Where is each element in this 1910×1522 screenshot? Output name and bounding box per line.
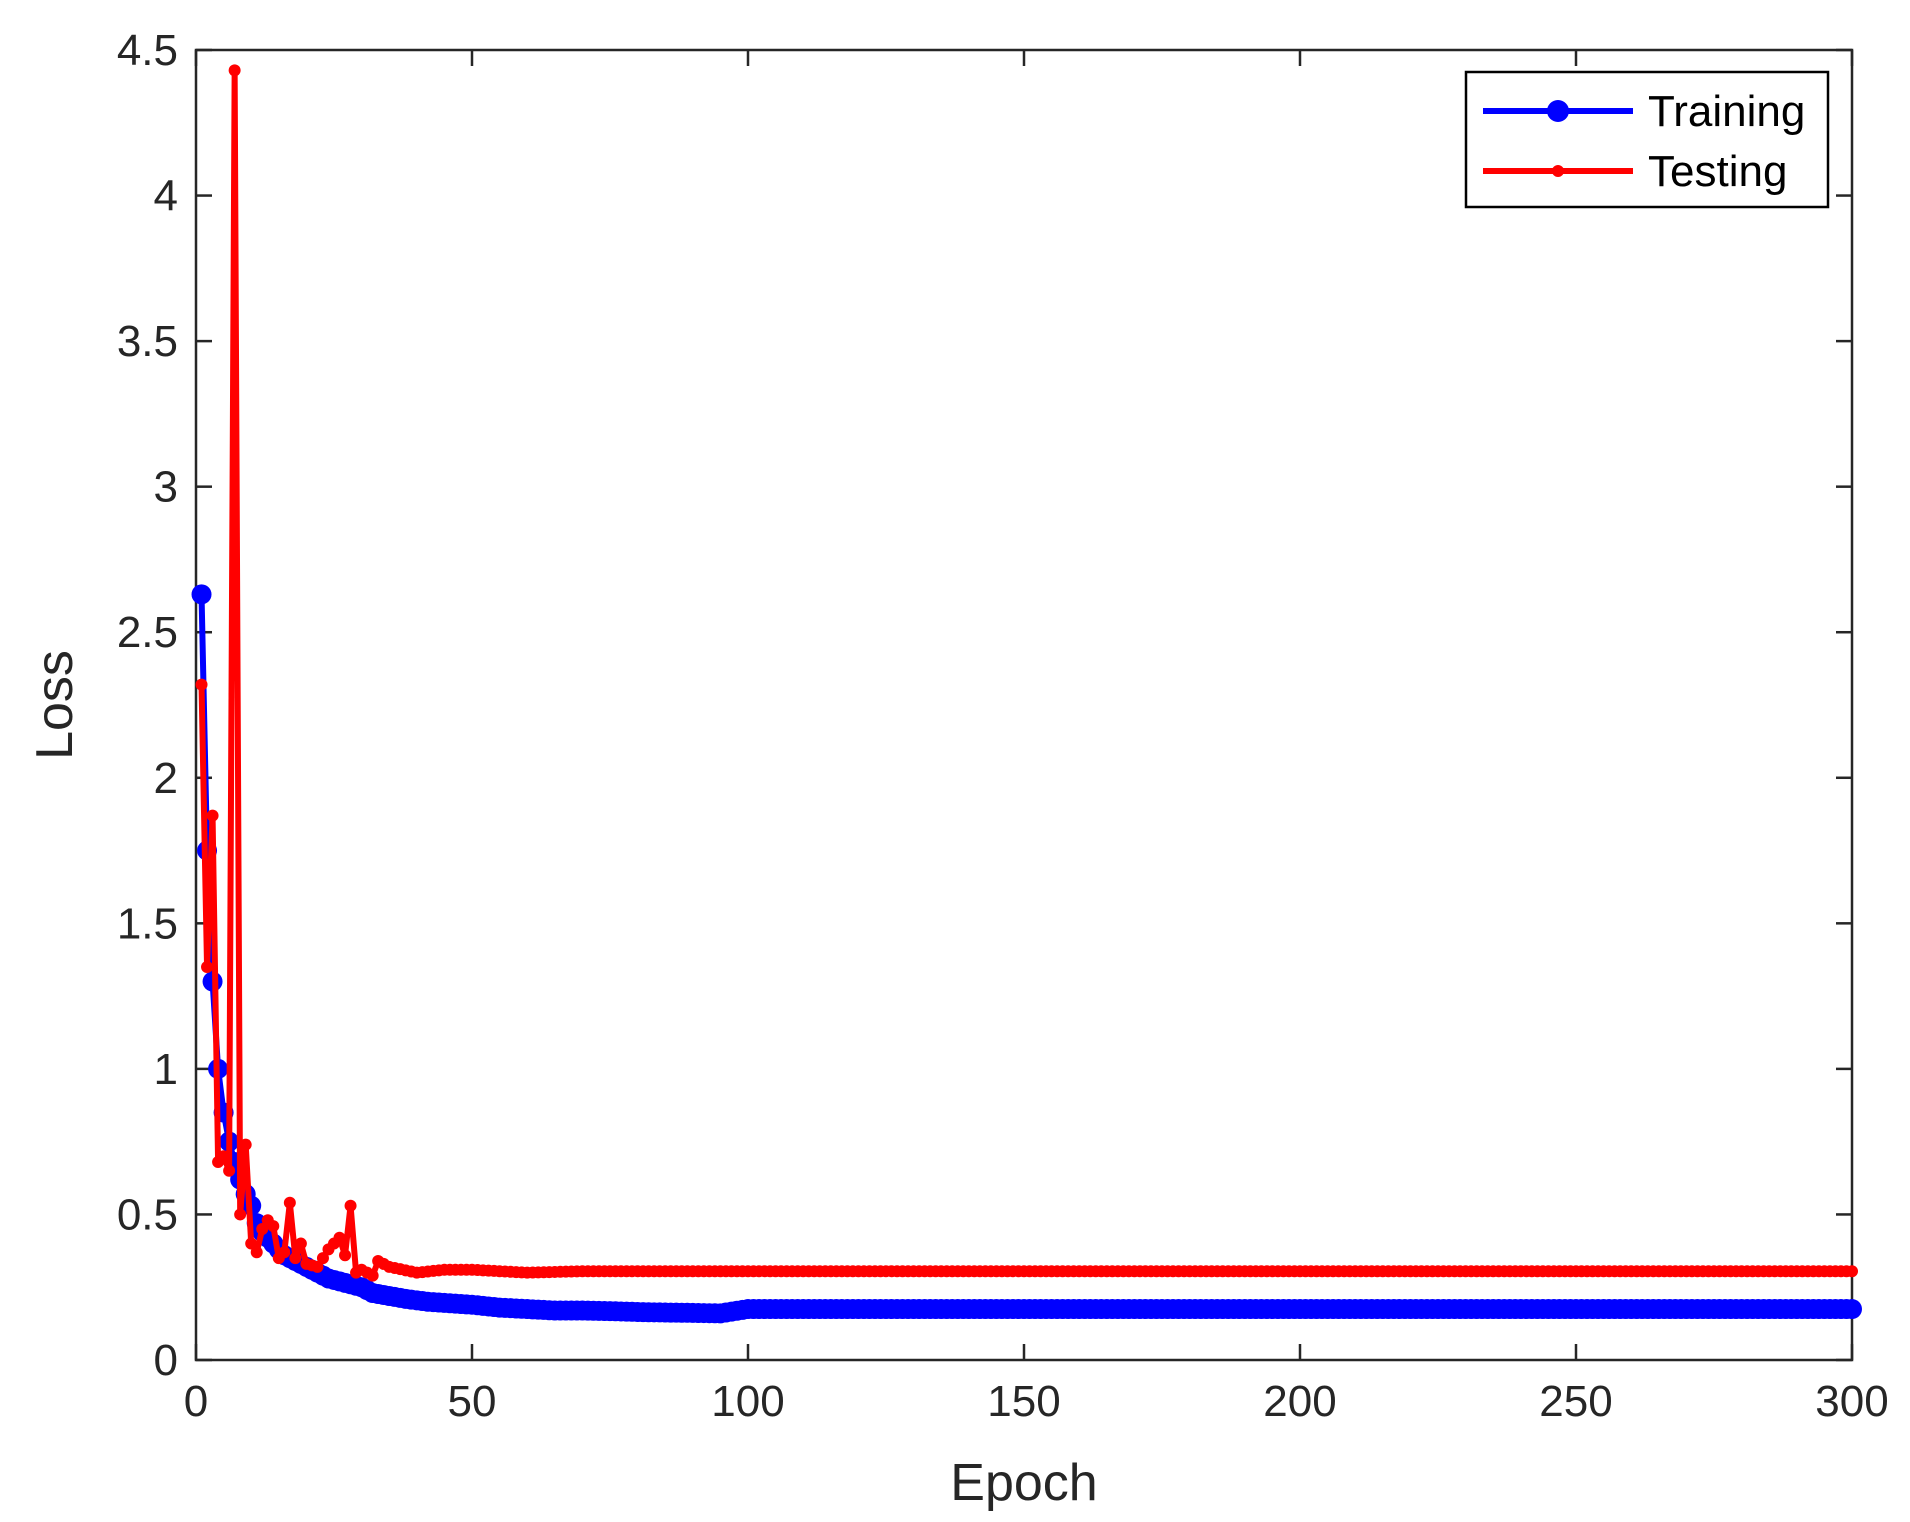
data-point-testing — [217, 1150, 230, 1163]
x-tick-label: 300 — [1815, 1377, 1888, 1426]
data-point-testing — [311, 1260, 324, 1273]
series-training — [191, 584, 1862, 1324]
y-tick-label: 3.5 — [117, 317, 178, 366]
x-tick-label: 150 — [987, 1377, 1060, 1426]
data-point-testing — [239, 1138, 252, 1151]
series-testing — [195, 64, 1858, 1282]
data-point-testing — [1846, 1265, 1858, 1278]
data-point-testing — [234, 1208, 247, 1221]
data-point-testing — [267, 1220, 280, 1233]
data-point-testing — [294, 1237, 307, 1250]
data-point-testing — [366, 1269, 379, 1282]
x-tick-label: 0 — [184, 1377, 208, 1426]
y-tick-label: 2 — [154, 754, 178, 803]
x-tick-label: 250 — [1539, 1377, 1612, 1426]
legend-training-label: Training — [1648, 87, 1805, 136]
data-point-testing — [256, 1223, 269, 1235]
data-point-testing — [339, 1249, 352, 1262]
y-tick-label: 1.5 — [117, 899, 178, 948]
legend-testing-marker — [1552, 165, 1564, 177]
data-point-testing — [289, 1252, 302, 1265]
plot-area — [194, 48, 1854, 1362]
y-tick-label: 2.5 — [117, 608, 178, 657]
y-tick-label: 3 — [154, 463, 178, 512]
x-tick-label: 200 — [1263, 1377, 1336, 1426]
x-axis-title: Epoch — [950, 1454, 1097, 1512]
data-point-testing — [206, 809, 219, 822]
series-lines — [191, 64, 1862, 1324]
legend: Training Testing — [1464, 70, 1830, 209]
data-point-testing — [333, 1231, 346, 1244]
legend-box — [1464, 70, 1830, 209]
x-tick-label: 100 — [711, 1377, 784, 1426]
data-point-testing — [223, 1164, 236, 1177]
data-point-training — [191, 584, 212, 605]
data-point-testing — [245, 1237, 258, 1250]
data-point-testing — [195, 678, 208, 691]
y-tick-label: 0.5 — [117, 1190, 178, 1239]
data-point-training — [1842, 1299, 1862, 1320]
data-point-testing — [228, 64, 241, 77]
data-point-testing — [283, 1196, 296, 1209]
y-tick-labels: 0 0.5 1 1.5 2 2.5 3 3.5 4 4.5 — [117, 26, 178, 1385]
y-tick-label: 0 — [154, 1336, 178, 1385]
x-tick-label: 50 — [448, 1377, 497, 1426]
y-tick-label: 4.5 — [117, 26, 178, 75]
y-axis-title: Loss — [26, 650, 84, 760]
data-point-testing — [250, 1246, 263, 1259]
y-tick-label: 1 — [154, 1045, 178, 1094]
legend-training-marker — [1547, 100, 1569, 122]
data-point-testing — [316, 1252, 329, 1265]
legend-testing-label: Testing — [1648, 147, 1787, 196]
data-point-testing — [201, 961, 214, 973]
x-tick-labels: 0 50 100 150 200 250 300 — [184, 1377, 1889, 1426]
y-tick-label: 4 — [154, 172, 178, 221]
data-point-testing — [344, 1199, 357, 1212]
data-point-testing — [278, 1246, 291, 1259]
